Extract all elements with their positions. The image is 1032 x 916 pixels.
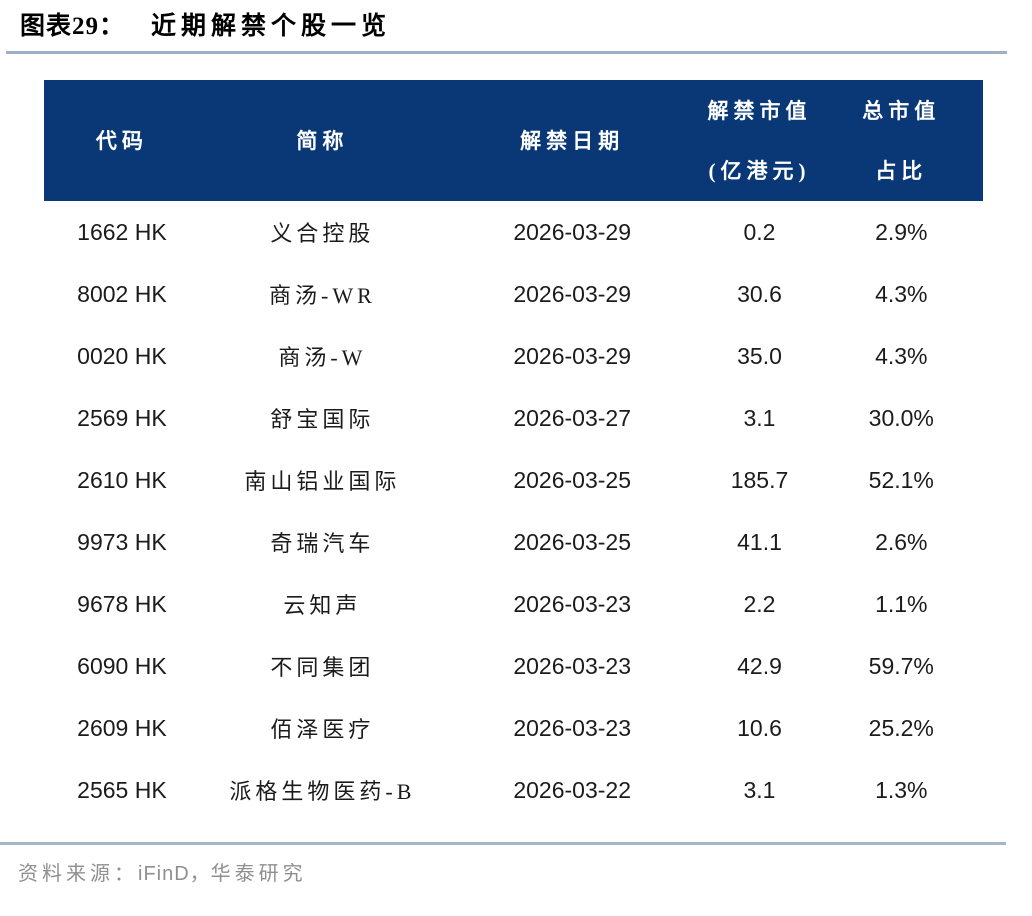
header-cell-name: 简称 [200, 80, 445, 201]
cell-unlock-value: 42.9 [737, 652, 782, 679]
cell-stock-name: 云知声 [283, 593, 362, 618]
cell-mktcap-ratio: 1.1% [875, 590, 928, 617]
cell-unlock-value: 3.1 [743, 404, 776, 431]
cell-unlock-date: 2026-03-25 [513, 528, 631, 555]
figure-title: 图表29： 近期解禁个股一览 [20, 10, 1032, 44]
cell-unlock-value: 2.2 [743, 590, 776, 617]
header-cell-mktcap-ratio: 总市值 占比 [820, 80, 983, 201]
cell-stock-code: 9973 HK [77, 528, 167, 555]
cell-mktcap-ratio: 4.3% [875, 342, 928, 369]
cell-mktcap-ratio: 2.6% [875, 528, 928, 555]
cell-stock-name: 商汤-WR [269, 283, 376, 308]
cell-stock-name: 南山铝业国际 [244, 469, 401, 494]
figure-title-text: 近期解禁个股一览 [151, 13, 392, 40]
header-cell-code: 代码 [44, 80, 200, 201]
unlock-shares-table: 代码 简称 解禁日期 解禁市值 (亿港元) 总市值 占比 1662 HK 义合控… [44, 80, 983, 821]
header-label-code: 代码 [95, 128, 148, 153]
cell-unlock-date: 2026-03-25 [513, 466, 631, 493]
cell-mktcap-ratio: 2.9% [875, 218, 928, 245]
cell-mktcap-ratio: 52.1% [868, 466, 934, 493]
table-row: 0020 HK 商汤-W 2026-03-29 35.0 4.3% [44, 325, 983, 387]
table-row: 2569 HK 舒宝国际 2026-03-27 3.1 30.0% [44, 387, 983, 449]
title-divider [6, 51, 1007, 54]
cell-stock-name: 派格生物医药-B [229, 779, 416, 804]
cell-mktcap-ratio: 59.7% [868, 652, 934, 679]
cell-mktcap-ratio: 25.2% [868, 714, 934, 741]
cell-stock-name: 奇瑞汽车 [270, 531, 375, 556]
table-row: 9678 HK 云知声 2026-03-23 2.2 1.1% [44, 573, 983, 635]
cell-unlock-date: 2026-03-22 [513, 776, 631, 803]
cell-unlock-date: 2026-03-27 [513, 404, 631, 431]
source-label: 资料来源： [18, 863, 138, 885]
cell-unlock-date: 2026-03-23 [513, 652, 631, 679]
cell-stock-code: 2565 HK [77, 776, 167, 803]
table-row: 6090 HK 不同集团 2026-03-23 42.9 59.7% [44, 635, 983, 697]
cell-unlock-date: 2026-03-29 [513, 342, 631, 369]
source-note: 资料来源：iFinD，华泰研究 [18, 857, 1032, 886]
cell-stock-code: 2609 HK [77, 714, 167, 741]
source-provider: iFinD， [138, 863, 211, 885]
cell-mktcap-ratio: 1.3% [875, 776, 928, 803]
header-cell-date: 解禁日期 [445, 80, 699, 201]
cell-unlock-value: 30.6 [737, 280, 782, 307]
figure-number-label: 图表29： [20, 13, 126, 40]
cell-unlock-date: 2026-03-29 [513, 218, 631, 245]
table-body: 1662 HK 义合控股 2026-03-29 0.2 2.9% 8002 HK… [44, 201, 983, 821]
table-row: 2610 HK 南山铝业国际 2026-03-25 185.7 52.1% [44, 449, 983, 511]
header-label-unlock-value-line1: 解禁市值 [707, 98, 812, 123]
cell-unlock-value: 35.0 [737, 342, 782, 369]
table-row: 2565 HK 派格生物医药-B 2026-03-22 3.1 1.3% [44, 759, 983, 821]
cell-stock-code: 9678 HK [77, 590, 167, 617]
cell-stock-code: 6090 HK [77, 652, 167, 679]
cell-unlock-date: 2026-03-29 [513, 280, 631, 307]
table-header-row: 代码 简称 解禁日期 解禁市值 (亿港元) 总市值 占比 [44, 80, 983, 201]
cell-unlock-date: 2026-03-23 [513, 590, 631, 617]
report-figure-page: 图表29： 近期解禁个股一览 代码 简称 解禁日期 解禁市值 (亿港元) 总市值 … [0, 10, 1032, 916]
cell-stock-code: 1662 HK [77, 218, 167, 245]
cell-mktcap-ratio: 4.3% [875, 280, 928, 307]
cell-mktcap-ratio: 30.0% [868, 404, 934, 431]
cell-stock-code: 8002 HK [77, 280, 167, 307]
cell-stock-name: 佰泽医疗 [270, 717, 375, 742]
table-row: 1662 HK 义合控股 2026-03-29 0.2 2.9% [44, 201, 983, 263]
source-research-house: 华泰研究 [210, 863, 307, 885]
cell-stock-name: 商汤-W [278, 345, 367, 370]
cell-stock-code: 0020 HK [77, 342, 167, 369]
header-label-name: 简称 [296, 128, 349, 153]
footer-divider [0, 842, 1006, 845]
cell-unlock-date: 2026-03-23 [513, 714, 631, 741]
header-label-date: 解禁日期 [520, 128, 625, 153]
cell-stock-name: 义合控股 [270, 221, 375, 246]
cell-stock-code: 2610 HK [77, 466, 167, 493]
cell-unlock-value: 0.2 [743, 218, 776, 245]
cell-unlock-value: 185.7 [730, 466, 789, 493]
header-label-unlock-value-line2: (亿港元) [708, 158, 811, 183]
header-label-mktcap-ratio-line2: 占比 [875, 158, 928, 183]
header-cell-unlock-value: 解禁市值 (亿港元) [699, 80, 819, 201]
cell-stock-name: 舒宝国际 [270, 407, 375, 432]
table-row: 9973 HK 奇瑞汽车 2026-03-25 41.1 2.6% [44, 511, 983, 573]
table-row: 8002 HK 商汤-WR 2026-03-29 30.6 4.3% [44, 263, 983, 325]
cell-unlock-value: 10.6 [737, 714, 782, 741]
cell-stock-code: 2569 HK [77, 404, 167, 431]
cell-stock-name: 不同集团 [270, 655, 375, 680]
table-row: 2609 HK 佰泽医疗 2026-03-23 10.6 25.2% [44, 697, 983, 759]
cell-unlock-value: 41.1 [737, 528, 782, 555]
cell-unlock-value: 3.1 [743, 776, 776, 803]
header-label-mktcap-ratio-line1: 总市值 [862, 98, 941, 123]
